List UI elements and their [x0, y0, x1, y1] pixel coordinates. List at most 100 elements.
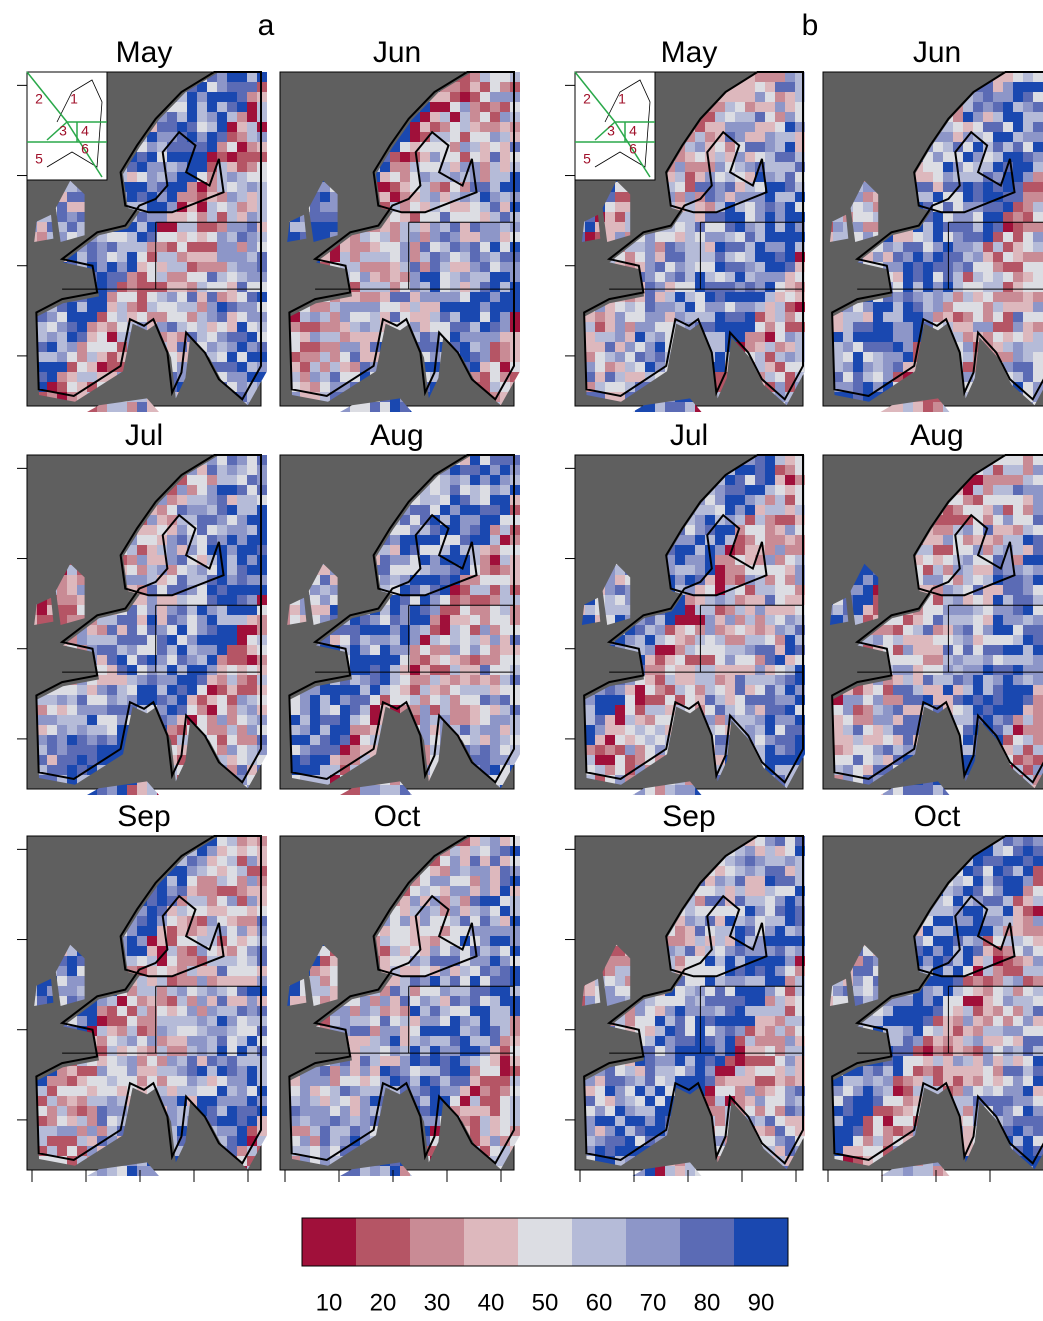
tile	[490, 112, 500, 122]
tile	[227, 635, 237, 645]
tile	[227, 575, 237, 585]
tile	[217, 1026, 227, 1036]
tile	[237, 585, 247, 595]
tile	[157, 142, 167, 152]
tile	[167, 1096, 177, 1106]
tile	[127, 685, 137, 695]
tile	[67, 685, 77, 695]
tile	[360, 272, 370, 282]
tile	[227, 342, 237, 352]
tile	[370, 1086, 380, 1096]
tile	[217, 1016, 227, 1026]
tile	[360, 332, 370, 342]
tile	[460, 312, 470, 322]
tile	[470, 1086, 480, 1096]
tile	[470, 82, 480, 92]
tile	[350, 302, 360, 312]
tile	[480, 1106, 490, 1116]
tile	[177, 292, 187, 302]
tile	[450, 1026, 460, 1036]
tile	[410, 605, 420, 615]
tile	[137, 916, 147, 926]
tile	[227, 82, 237, 92]
tile	[440, 92, 450, 102]
tile	[320, 1126, 330, 1136]
tile	[117, 1066, 127, 1076]
tile	[127, 192, 137, 202]
tile	[217, 132, 227, 142]
tile	[247, 202, 257, 212]
tile	[237, 1066, 247, 1076]
tile	[450, 1066, 460, 1076]
tile	[237, 635, 247, 645]
tile	[227, 886, 237, 896]
tile	[390, 1166, 400, 1176]
tile	[207, 976, 217, 986]
tile	[430, 695, 440, 705]
tile	[67, 1116, 77, 1126]
tile	[500, 745, 510, 755]
tile	[390, 545, 400, 555]
tile	[187, 262, 197, 272]
tile	[87, 1096, 97, 1106]
tile	[500, 142, 510, 152]
tile	[147, 1066, 157, 1076]
tile	[500, 665, 510, 675]
tile	[107, 292, 117, 302]
tile	[470, 342, 480, 352]
tile	[500, 92, 510, 102]
tile	[77, 685, 87, 695]
tile	[310, 715, 320, 725]
map-title: Sep	[117, 800, 170, 833]
tile	[227, 715, 237, 725]
tile	[157, 1056, 167, 1066]
tile	[400, 906, 410, 916]
tile	[420, 152, 430, 162]
tile	[320, 202, 330, 212]
tile	[400, 302, 410, 312]
tile	[390, 242, 400, 252]
tile	[157, 252, 167, 262]
tile	[137, 956, 147, 966]
tile	[187, 705, 197, 715]
tile	[450, 475, 460, 485]
tile	[390, 182, 400, 192]
tile	[177, 655, 187, 665]
tile	[237, 605, 247, 615]
tile	[460, 675, 470, 685]
tile	[137, 565, 147, 575]
tile	[300, 755, 310, 765]
tile	[440, 232, 450, 242]
tile	[440, 495, 450, 505]
tile	[167, 292, 177, 302]
tile	[440, 322, 450, 332]
tile	[290, 332, 300, 342]
tile	[460, 202, 470, 212]
tile	[470, 1006, 480, 1016]
tile	[500, 192, 510, 202]
tile	[117, 1056, 127, 1066]
tile	[237, 382, 247, 392]
tile	[460, 1106, 470, 1116]
tile	[117, 996, 127, 1006]
tile	[167, 565, 177, 575]
tile	[167, 1046, 177, 1056]
tile	[237, 846, 247, 856]
tile	[470, 735, 480, 745]
tile	[440, 475, 450, 485]
tile	[147, 152, 157, 162]
tile	[350, 715, 360, 725]
tile	[217, 82, 227, 92]
tile	[47, 1106, 57, 1116]
tile	[410, 685, 420, 695]
tile	[390, 1066, 400, 1076]
tile	[237, 856, 247, 866]
tile	[107, 352, 117, 362]
tile	[430, 886, 440, 896]
tile	[420, 1046, 430, 1056]
tile	[177, 665, 187, 675]
tile	[480, 272, 490, 282]
tile	[360, 352, 370, 362]
tile	[137, 292, 147, 302]
tile	[67, 222, 77, 232]
